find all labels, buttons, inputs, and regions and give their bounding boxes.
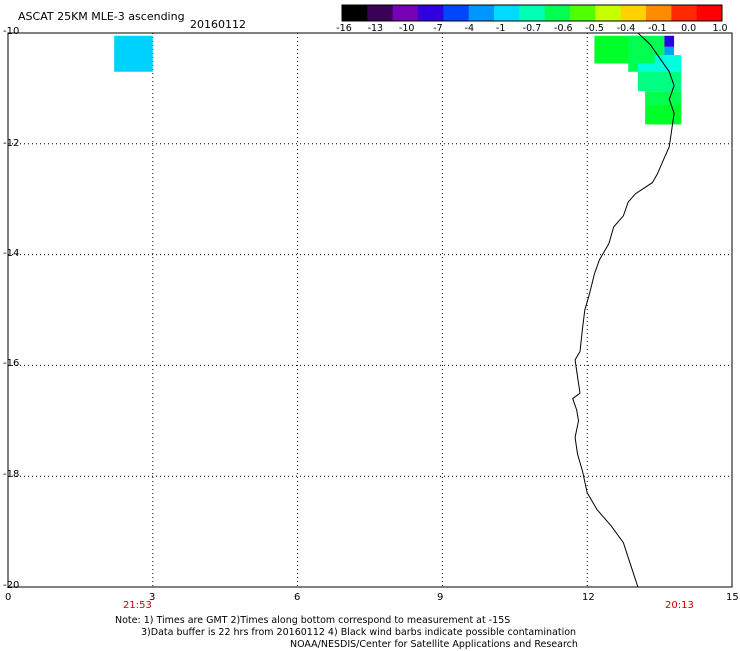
colorbar-segment xyxy=(671,5,698,21)
colorbar-tick-label: -7 xyxy=(433,23,443,34)
colorbar-segment xyxy=(392,5,419,21)
colorbar-segment xyxy=(544,5,571,21)
footer-note-line2: 3)Data buffer is 22 hrs from 20160112 4)… xyxy=(141,627,577,638)
x-tick-label: 9 xyxy=(437,592,444,603)
wind-data-cells xyxy=(114,35,682,125)
colorbar-tick-label: -0.6 xyxy=(554,23,573,34)
colorbar-segment xyxy=(342,5,368,21)
footer-credit: NOAA/NESDIS/Center for Satellite Applica… xyxy=(290,639,578,650)
x-tick-label: 12 xyxy=(582,592,595,603)
wind-data-cell xyxy=(645,105,682,125)
x-tick-label: 0 xyxy=(5,592,12,603)
wind-data-cell xyxy=(645,91,682,106)
colorbar-segment xyxy=(367,5,394,21)
colorbar-tick-label: 1.0 xyxy=(712,23,728,34)
colorbar-tick-label: -0.5 xyxy=(585,23,604,34)
map-date: 20160112 xyxy=(190,18,246,31)
colorbar xyxy=(341,4,723,22)
colorbar-segment xyxy=(696,5,723,21)
x-tick-label: 6 xyxy=(294,592,301,603)
y-tick-label: -14 xyxy=(3,248,20,259)
colorbar-frame xyxy=(341,4,723,22)
y-tick-label: -18 xyxy=(3,469,20,480)
time-label-left: 21:53 xyxy=(123,600,152,611)
y-tick-label: -10 xyxy=(3,26,20,37)
colorbar-segment xyxy=(570,5,596,21)
colorbar-segment xyxy=(620,5,647,21)
colorbar-tick-label: 0.0 xyxy=(681,23,697,34)
colorbar-tick-label: -13 xyxy=(367,23,384,34)
colorbar-segment xyxy=(595,5,622,21)
x-tick-label: 15 xyxy=(726,592,739,603)
wind-data-cell xyxy=(664,46,675,56)
colorbar-tick-label: -16 xyxy=(336,23,352,34)
footer-note-line1: Note: 1) Times are GMT 2)Times along bot… xyxy=(115,615,511,626)
wind-data-cell xyxy=(637,71,682,92)
wind-data-cell xyxy=(654,55,682,72)
grid xyxy=(8,33,732,587)
x-tick-label: 3 xyxy=(149,592,156,603)
y-tick-label: -16 xyxy=(3,358,20,369)
colorbar-segment xyxy=(646,5,672,21)
colorbar-tick-label: -0.7 xyxy=(522,23,542,34)
colorbar-tick-label: -1 xyxy=(495,23,506,34)
map-frame xyxy=(7,32,733,588)
colorbar-segment xyxy=(494,5,520,21)
wind-data-cell xyxy=(637,63,655,72)
colorbar-segment xyxy=(519,5,546,21)
wind-data-cell xyxy=(114,35,153,72)
map-title: ASCAT 25KM MLE-3 ascending xyxy=(18,10,185,23)
wind-data-cell xyxy=(664,35,675,47)
coastline xyxy=(572,32,675,588)
colorbar-segment xyxy=(468,5,495,21)
colorbar-tick-label: -0.1 xyxy=(648,23,667,34)
y-tick-label: -12 xyxy=(3,138,20,149)
colorbar-segment xyxy=(418,5,444,21)
time-label-right: 20:13 xyxy=(665,600,694,611)
y-tick-label: -20 xyxy=(3,580,20,591)
colorbar-tick-label: -10 xyxy=(398,23,415,34)
colorbar-tick-label: -4 xyxy=(464,23,475,34)
colorbar-segment xyxy=(443,5,470,21)
colorbar-tick-label: -0.4 xyxy=(616,23,636,34)
